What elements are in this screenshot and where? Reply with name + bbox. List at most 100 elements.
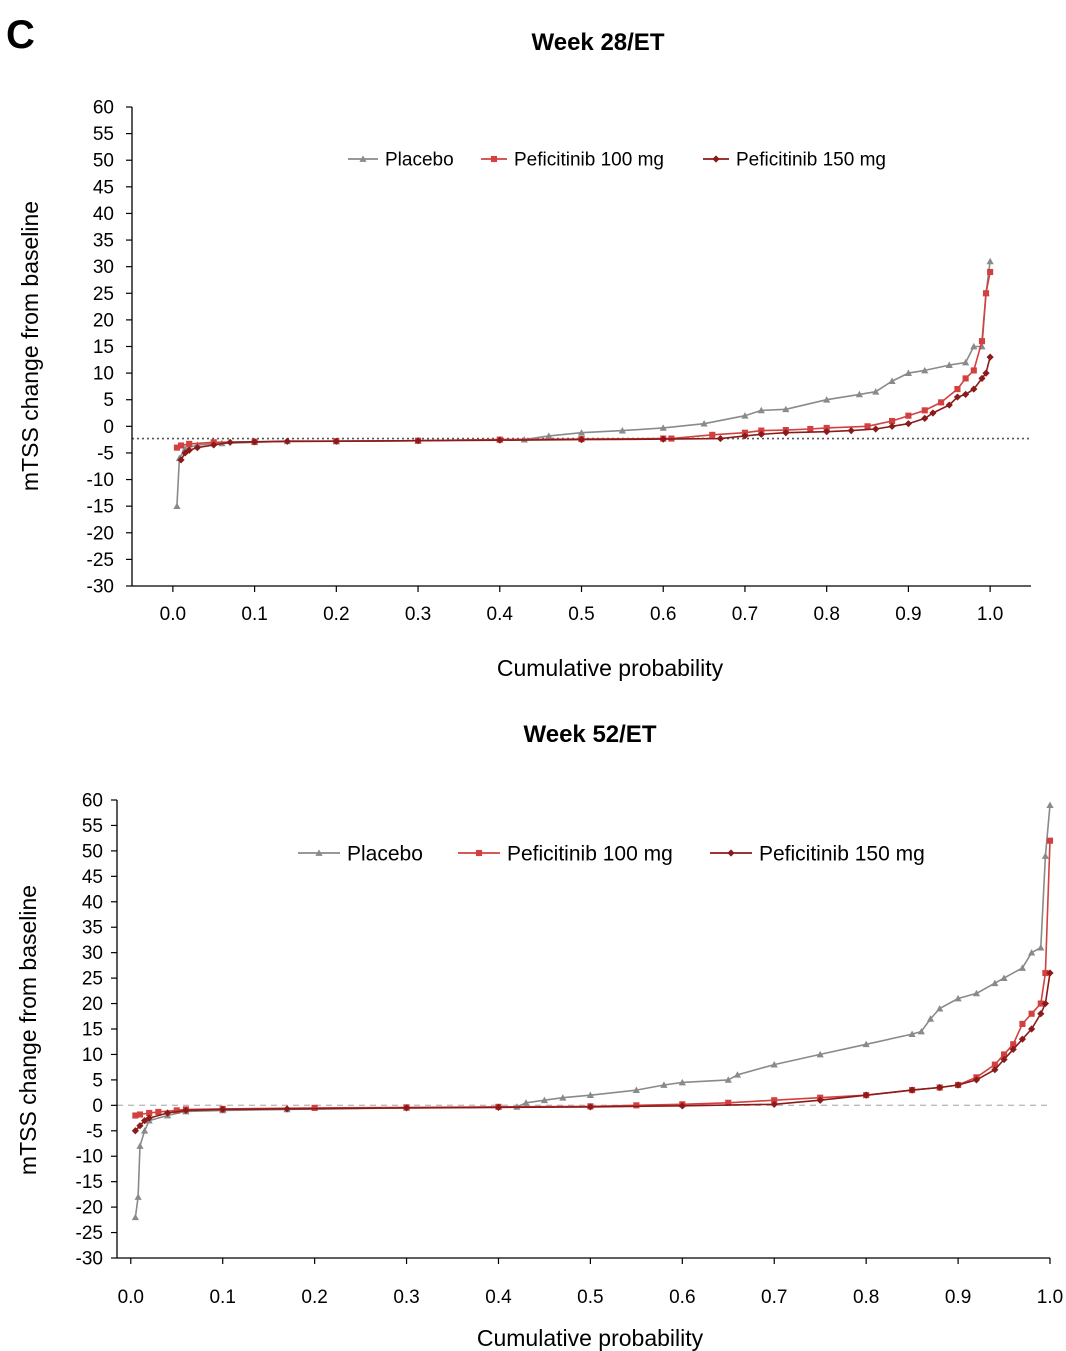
data-point: [872, 388, 880, 395]
y-axis-title: mTSS change from baseline: [17, 201, 43, 491]
data-point: [586, 1091, 594, 1099]
data-point: [725, 1099, 732, 1106]
data-point: [136, 1122, 144, 1130]
y-tick-label: 10: [93, 364, 114, 385]
x-tick-label: 1.0: [977, 604, 1003, 625]
y-tick-label: -15: [87, 497, 114, 518]
data-point: [632, 1086, 640, 1093]
data-point: [1037, 943, 1045, 951]
data-point: [782, 405, 790, 413]
data-point: [1018, 1035, 1027, 1043]
data-point: [921, 414, 929, 422]
y-tick-label: 5: [103, 390, 114, 411]
data-point: [577, 429, 586, 436]
data-point: [173, 1107, 180, 1114]
chart-week-52: Week 52/ET mTSS change from baseline Cum…: [15, 721, 1063, 1351]
data-point: [945, 361, 953, 369]
data-point: [402, 1104, 411, 1112]
data-point: [678, 1102, 686, 1110]
data-point: [163, 1109, 172, 1117]
y-tick-label: 30: [82, 943, 103, 964]
legend-swatch-marker: [475, 849, 483, 857]
data-point: [210, 441, 218, 449]
data-point: [1000, 974, 1008, 981]
data-point: [986, 353, 994, 361]
data-point: [991, 1066, 999, 1074]
y-tick-label: 50: [93, 151, 114, 172]
data-point: [283, 437, 291, 445]
data-point: [559, 1094, 567, 1101]
data-point: [921, 366, 929, 374]
series-line: [176, 261, 991, 507]
legend-item-pef100: Peficitinib 100 mg: [458, 842, 673, 865]
data-point: [872, 425, 880, 433]
data-point: [193, 444, 201, 452]
data-point: [1009, 1045, 1017, 1053]
legend-label: Peficitinib 150 mg: [736, 150, 886, 171]
data-point: [1041, 999, 1050, 1008]
data-point: [219, 1105, 227, 1114]
legend-label: Placebo: [385, 150, 454, 171]
data-point: [185, 446, 193, 454]
x-tick-label: 0.2: [301, 1287, 327, 1308]
data-point: [986, 257, 994, 265]
data-point: [1028, 1025, 1036, 1033]
legend: Placebo Peficitinib 100 mg Peficitinib 150…: [298, 842, 925, 865]
y-tick-label: 25: [82, 969, 103, 990]
data-point: [921, 407, 928, 414]
panel-label: C: [6, 13, 35, 57]
data-point: [770, 1061, 778, 1068]
y-tick-label: -25: [87, 550, 114, 571]
data-point: [823, 396, 831, 403]
y-axis-label: mTSS change from baseline: [17, 201, 43, 491]
data-point: [1046, 837, 1054, 844]
data-point: [1000, 1055, 1008, 1064]
series-line: [135, 840, 1051, 1117]
y-tick-label: -20: [76, 1198, 103, 1219]
y-axis-label: mTSS change from baseline: [15, 885, 41, 1175]
y-tick-label: 0: [92, 1096, 103, 1117]
y-tick-label: -15: [76, 1172, 103, 1193]
data-point: [177, 442, 185, 449]
data-point: [173, 444, 181, 451]
data-point: [970, 367, 977, 374]
x-tick-label: 0.3: [393, 1287, 419, 1308]
data-point: [633, 1102, 640, 1109]
data-point: [586, 1103, 594, 1111]
data-point: [970, 342, 978, 350]
x-tick-label: 0.7: [761, 1287, 787, 1308]
data-point: [145, 1114, 153, 1122]
data-point: [618, 426, 626, 434]
data-point: [494, 1103, 503, 1111]
data-point: [1028, 1010, 1035, 1017]
data-point: [888, 377, 896, 384]
data-point: [758, 427, 765, 434]
data-point: [1046, 969, 1054, 977]
data-point: [1028, 949, 1036, 956]
data-point: [962, 375, 969, 382]
data-point: [678, 1078, 686, 1086]
x-tick-label: 0.6: [669, 1287, 695, 1308]
y-tick-label: 60: [82, 791, 103, 812]
data-point: [182, 1106, 190, 1115]
data-point: [978, 338, 986, 345]
legend-label: Peficitinib 100 mg: [507, 842, 673, 865]
data-point: [987, 268, 994, 276]
data-point: [978, 374, 986, 383]
data-point: [904, 420, 913, 428]
data-point: [936, 1005, 944, 1012]
data-point: [782, 429, 790, 437]
data-point: [131, 1127, 139, 1135]
x-tick-label: 0.2: [323, 604, 349, 625]
data-point: [540, 1096, 549, 1104]
data-point: [823, 424, 830, 431]
data-point: [757, 406, 765, 414]
y-tick-label: -20: [87, 523, 114, 544]
data-point: [177, 456, 185, 464]
y-tick-label: 35: [82, 918, 103, 939]
y-tick-label: 15: [82, 1020, 103, 1041]
x-tick-label: 0.4: [487, 604, 514, 625]
data-point: [733, 1071, 742, 1078]
data-point: [186, 440, 193, 447]
